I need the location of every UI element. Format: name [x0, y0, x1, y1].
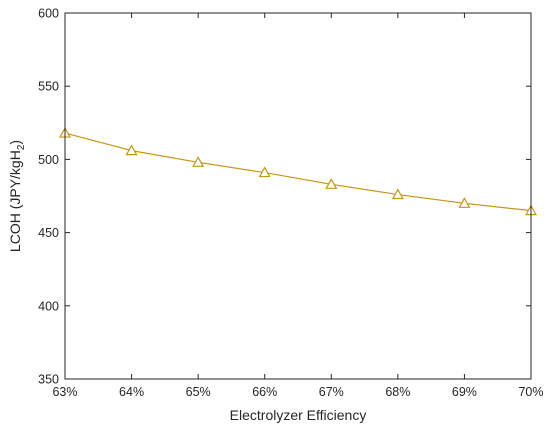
data-point-marker — [192, 156, 205, 167]
y-tick-label: 600 — [38, 7, 59, 21]
y-tick-label: 450 — [38, 226, 59, 240]
y-axis-label-main: LCOH (JPY/kgH — [7, 150, 23, 252]
data-point-marker — [125, 144, 138, 156]
x-tick-label: 64% — [119, 385, 144, 399]
x-axis-label: Electrolyzer Efficiency — [230, 407, 367, 423]
y-tick-label: 550 — [38, 80, 59, 94]
x-tick-label: 66% — [252, 385, 277, 399]
y-tick-label: 350 — [38, 373, 59, 387]
tick-labels: 350 400 450 500 550 600 63% 64% 65% 66% 67% 68% 69% 7… — [38, 7, 543, 400]
x-tick-label: 70% — [518, 385, 543, 399]
series-line — [64, 132, 532, 212]
data-point-marker — [391, 188, 404, 200]
y-tick-label: 400 — [38, 299, 59, 313]
y-axis-label-subscript: 2 — [16, 144, 27, 150]
plot-frame — [64, 12, 532, 380]
x-tick-label: 63% — [52, 385, 77, 399]
x-tick-label: 65% — [186, 385, 211, 399]
x-tick-label: 69% — [452, 385, 477, 399]
y-axis-label-suffix: ) — [7, 140, 23, 145]
data-point-marker — [258, 166, 271, 178]
data-point-marker — [458, 197, 471, 208]
x-tick-label: 67% — [319, 385, 344, 399]
x-tick-label: 68% — [385, 385, 410, 399]
y-axis-label: LCOH (JPY/kgH2) — [7, 140, 27, 252]
y-tick-label: 500 — [38, 153, 59, 167]
plot-area — [65, 13, 531, 379]
data-point-marker — [325, 178, 338, 189]
series-markers — [58, 126, 538, 216]
